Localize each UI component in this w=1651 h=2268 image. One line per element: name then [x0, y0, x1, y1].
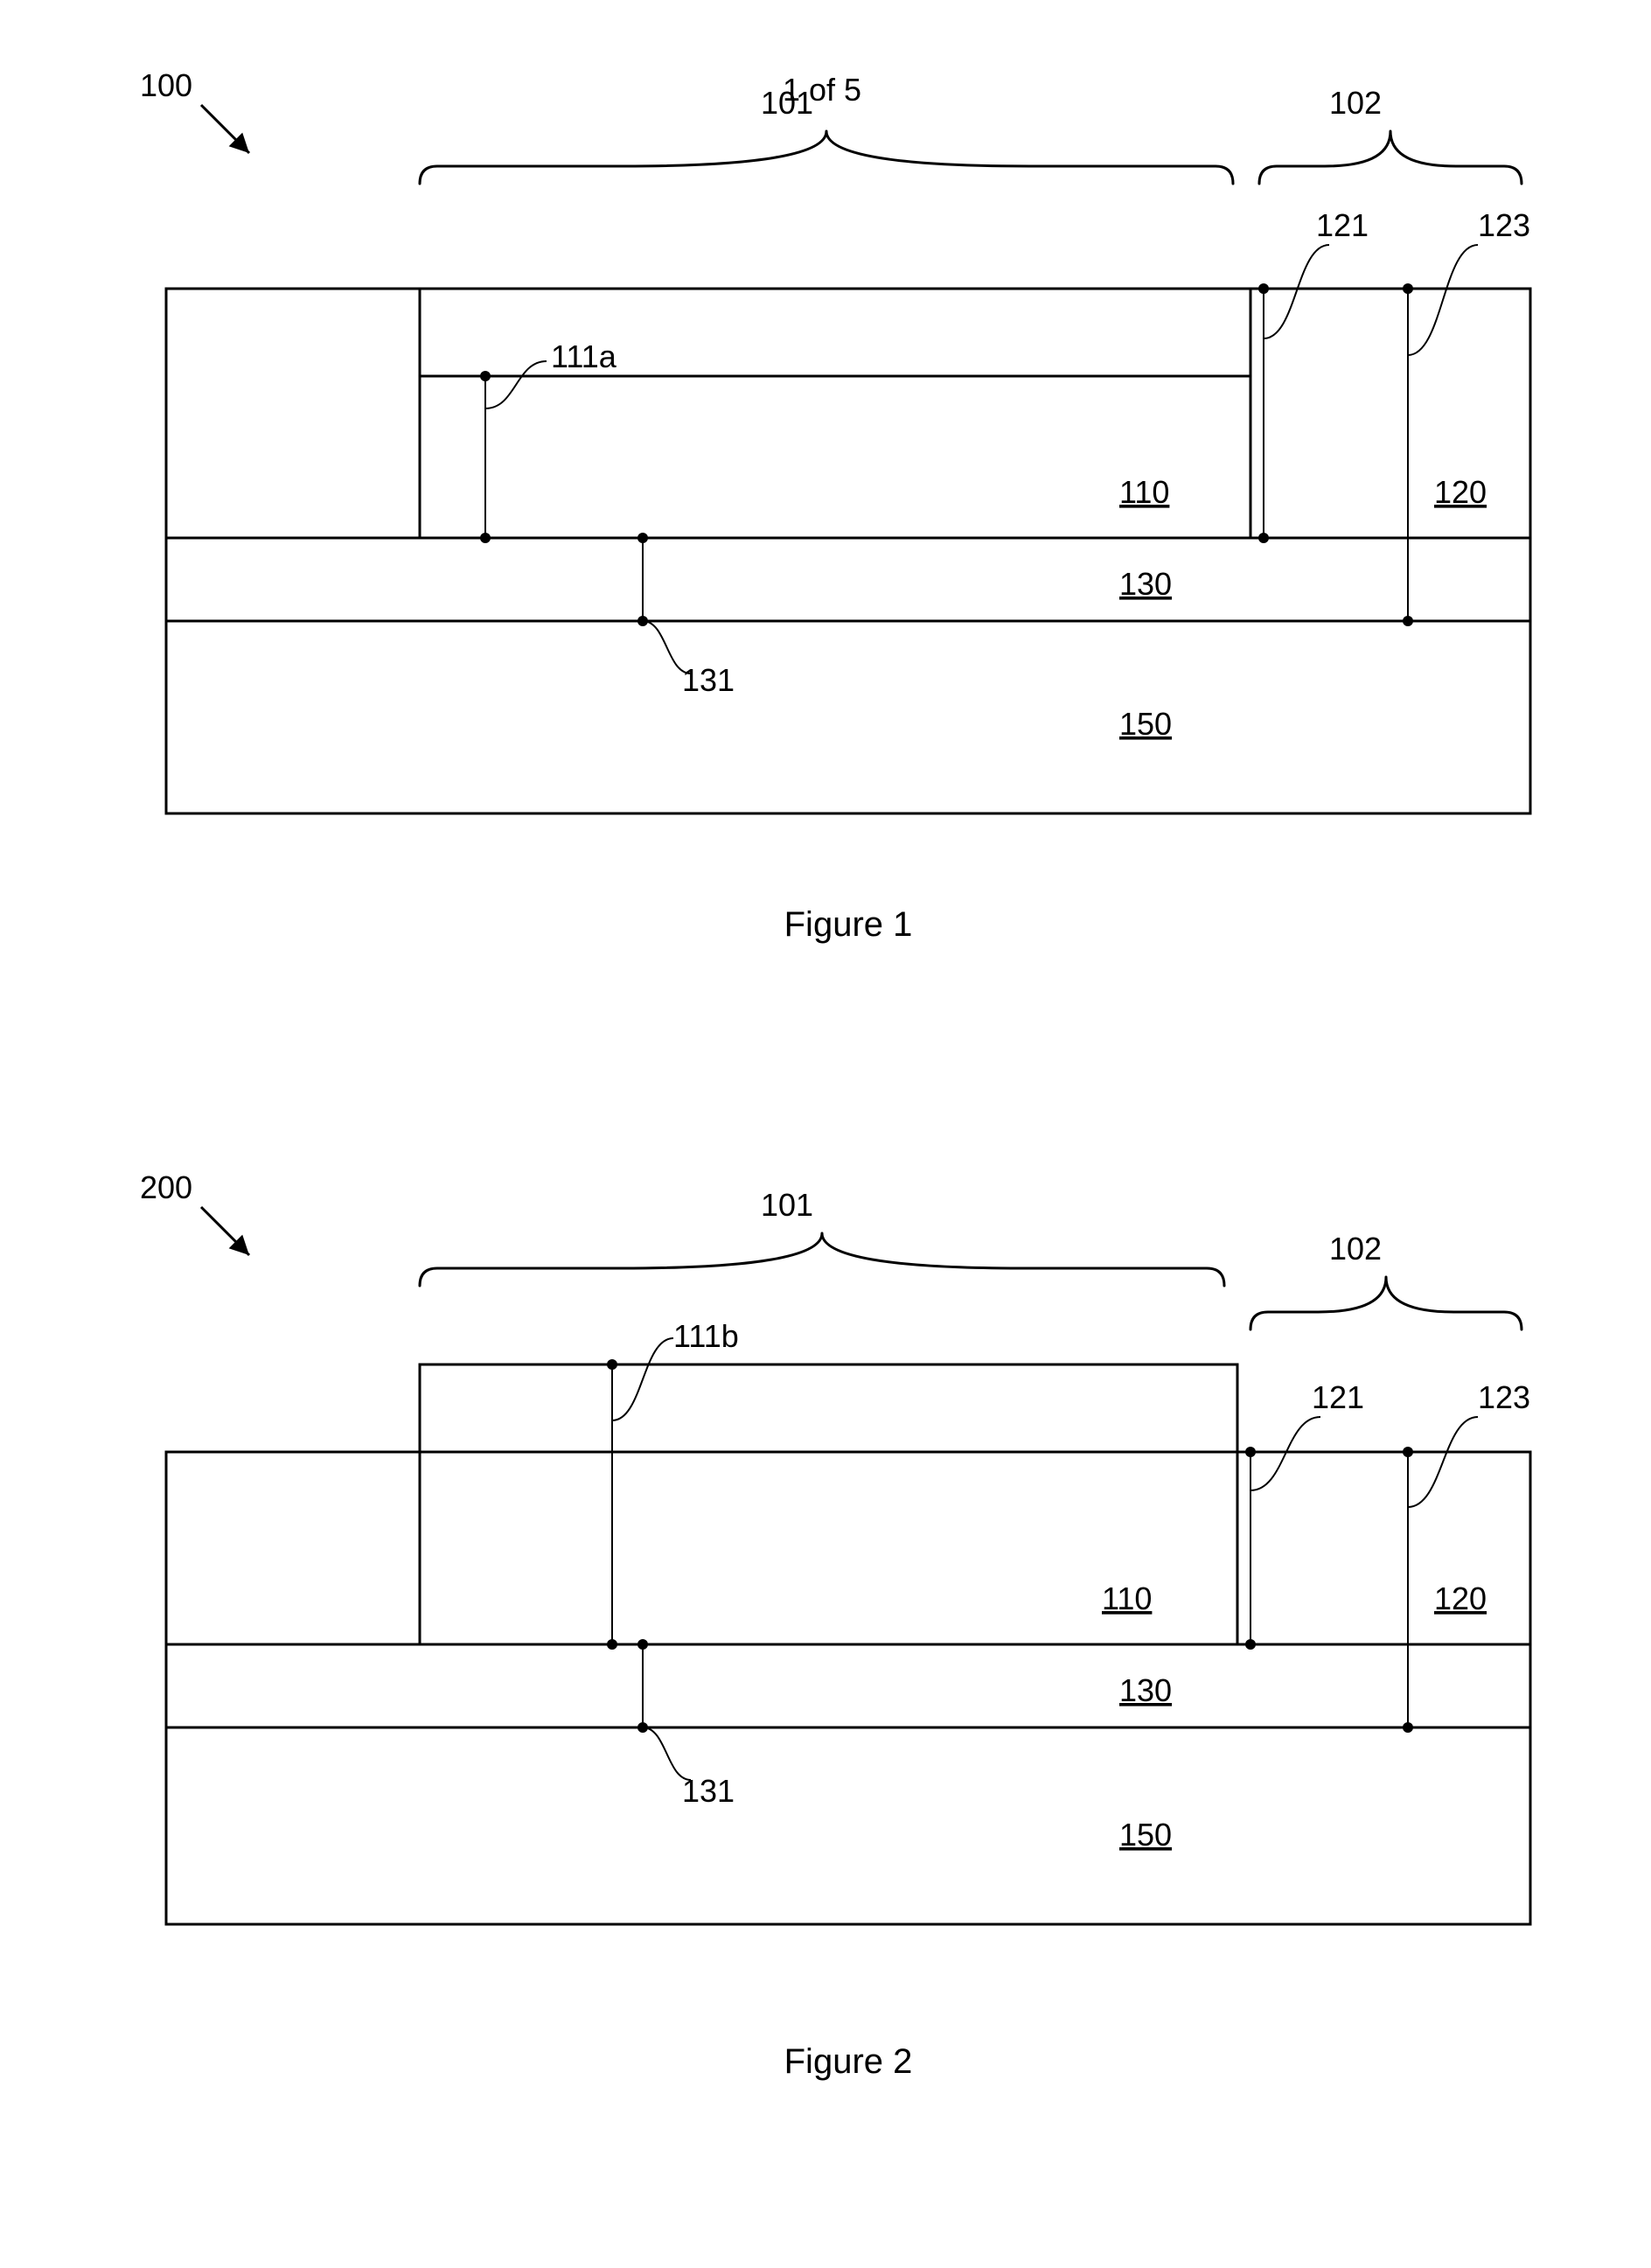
region-label-150: 150	[1119, 1817, 1172, 1853]
dim-label-123: 123	[1478, 1379, 1530, 1415]
figure-caption-2: Figure 2	[784, 2042, 913, 2081]
figure-id-200: 200	[140, 1169, 192, 1205]
brace-label-101: 101	[761, 85, 813, 121]
brace-label-102: 102	[1329, 85, 1382, 121]
dim-label-121: 121	[1312, 1379, 1364, 1415]
dim-label-121: 121	[1316, 207, 1369, 243]
brace-label-102: 102	[1329, 1231, 1382, 1267]
dim-label-123: 123	[1478, 207, 1530, 243]
region-label-130: 130	[1119, 566, 1172, 602]
dim-label-131: 131	[682, 662, 735, 698]
figure-id-100: 100	[140, 67, 192, 103]
dim-label-111a: 111a	[551, 338, 617, 374]
dim-label-111b: 111b	[673, 1318, 739, 1354]
dim-label-131: 131	[682, 1773, 735, 1809]
brace-label-101: 101	[761, 1187, 813, 1223]
region-label-120: 120	[1434, 474, 1487, 510]
region-label-110: 110	[1102, 1581, 1152, 1616]
region-label-110: 110	[1119, 474, 1169, 510]
region-label-150: 150	[1119, 706, 1172, 742]
region-label-120: 120	[1434, 1581, 1487, 1616]
figure-caption-1: Figure 1	[784, 905, 913, 944]
region-label-130: 130	[1119, 1672, 1172, 1708]
